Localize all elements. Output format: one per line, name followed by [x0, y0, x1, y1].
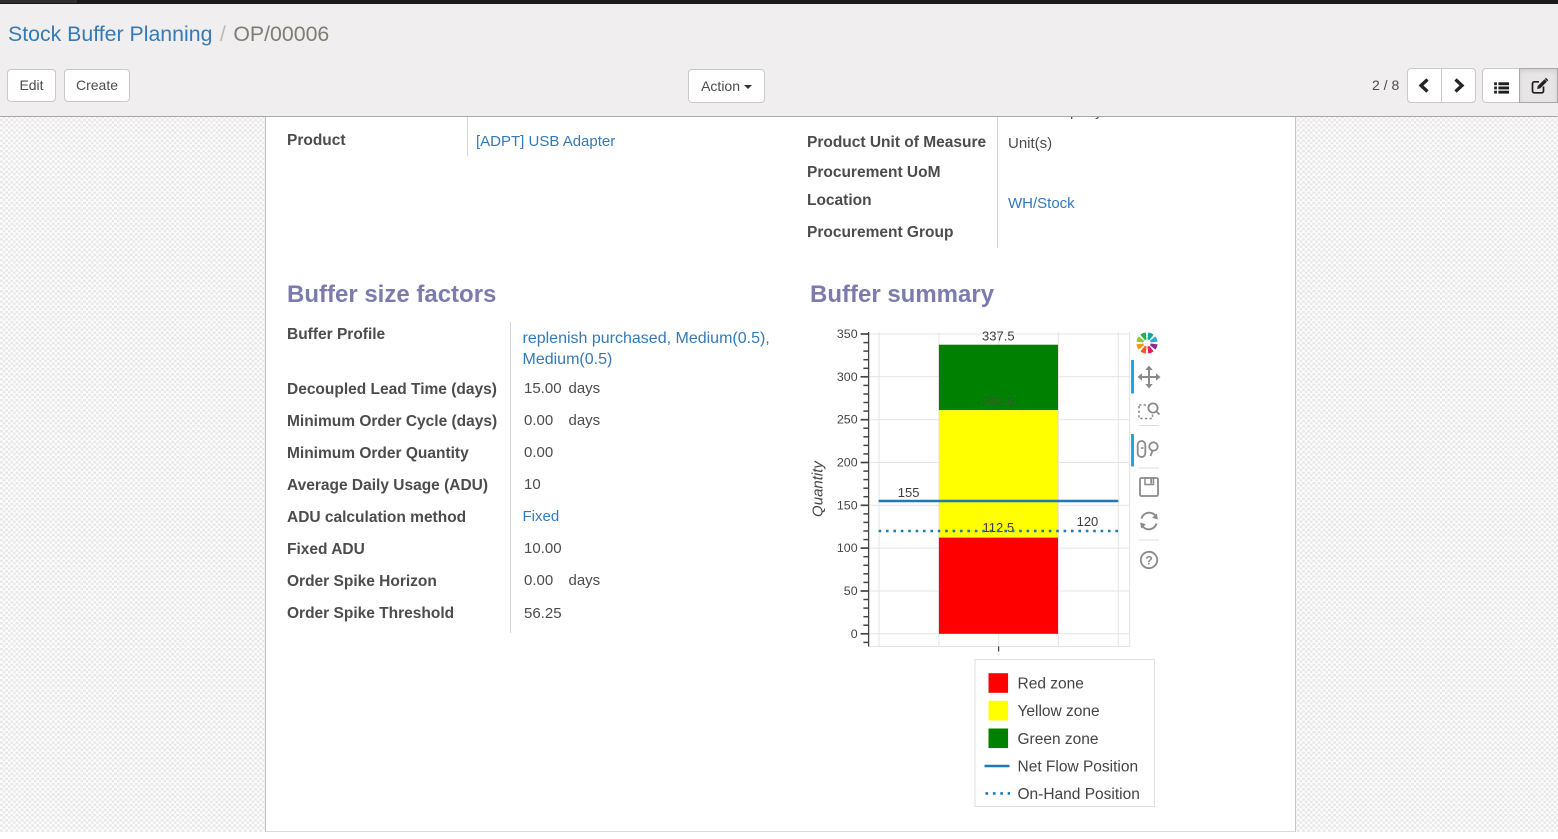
- svg-text:200: 200: [837, 456, 858, 470]
- svg-text:Net Flow Position: Net Flow Position: [1018, 759, 1139, 776]
- svg-text:0: 0: [851, 627, 858, 641]
- svg-text:155: 155: [898, 485, 920, 500]
- svg-text:?: ?: [1145, 554, 1152, 568]
- svg-text:Red zone: Red zone: [1018, 676, 1084, 693]
- svg-text:350: 350: [837, 327, 858, 341]
- svg-text:Yellow zone: Yellow zone: [1018, 703, 1100, 720]
- svg-text:On-Hand Position: On-Hand Position: [1018, 786, 1140, 803]
- svg-text:112.5: 112.5: [983, 520, 1015, 535]
- svg-text:262.5: 262.5: [982, 394, 1015, 409]
- svg-text:300: 300: [837, 370, 858, 384]
- svg-text:337.5: 337.5: [982, 329, 1015, 344]
- svg-text:120: 120: [1077, 514, 1099, 529]
- svg-text:250: 250: [837, 413, 858, 427]
- svg-text:150: 150: [837, 498, 858, 512]
- svg-text:100: 100: [837, 541, 858, 555]
- svg-text:50: 50: [844, 584, 858, 598]
- svg-text:Green zone: Green zone: [1018, 731, 1099, 748]
- svg-text:Quantity: Quantity: [810, 460, 827, 517]
